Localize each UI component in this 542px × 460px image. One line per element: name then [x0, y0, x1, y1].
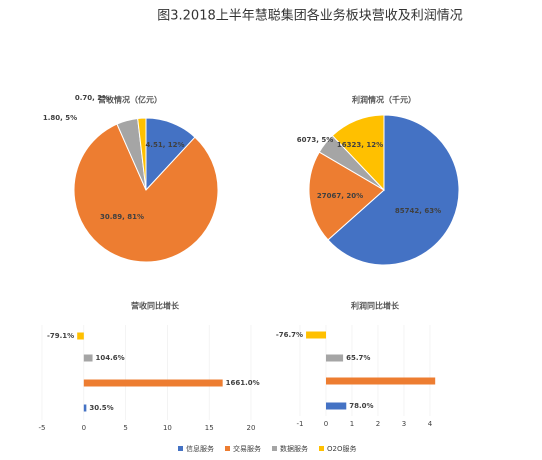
bar	[306, 331, 326, 339]
chart-title: 营收情况（亿元）	[98, 95, 162, 105]
bar	[83, 404, 87, 412]
bar	[77, 332, 84, 340]
value-label: -76.7%	[276, 331, 303, 339]
x-tick-label: 10	[163, 424, 172, 432]
x-tick-label: 2	[376, 420, 380, 428]
bar	[326, 402, 347, 410]
bar	[326, 354, 344, 362]
slice-label: 27067, 20%	[317, 192, 363, 200]
chart-title: 利润同比增长	[350, 301, 400, 311]
x-tick-label: 15	[205, 424, 214, 432]
x-tick-label: 0	[324, 420, 328, 428]
pie-slice	[308, 151, 385, 241]
pie-slice	[137, 117, 147, 191]
slice-label: 30.89, 81%	[100, 213, 144, 221]
value-label: 1661.0%	[226, 379, 260, 387]
legend-swatch	[319, 446, 324, 451]
bar	[326, 377, 436, 385]
legend-swatch	[178, 446, 183, 451]
bar	[83, 354, 93, 362]
slice-label: 1.80, 5%	[43, 114, 77, 122]
x-tick-label: 5	[123, 424, 127, 432]
slice-label: 6073, 5%	[297, 136, 333, 144]
value-label: 30.5%	[89, 404, 113, 412]
chart-title: 营收同比增长	[131, 301, 180, 311]
value-label: -79.1%	[47, 332, 74, 340]
x-tick-label: 3	[402, 420, 406, 428]
bar	[83, 379, 223, 387]
legend-label: 数据服务	[280, 444, 308, 453]
legend-label: 信息服务	[186, 444, 214, 453]
x-tick-label: 1	[350, 420, 354, 428]
chart-title: 利润情况（千元）	[351, 95, 416, 105]
x-tick-label: -5	[39, 424, 46, 432]
value-label: 104.6%	[96, 354, 125, 362]
pie-slice	[73, 123, 219, 263]
x-tick-label: 0	[82, 424, 86, 432]
legend-label: 交易服务	[233, 444, 261, 453]
slice-label: 16323, 12%	[337, 141, 383, 149]
legend-swatch	[272, 446, 277, 451]
legend-label: O2O服务	[327, 444, 356, 453]
value-label: 78.0%	[349, 402, 373, 410]
pie-slice	[331, 114, 385, 192]
x-tick-label: -1	[297, 420, 304, 428]
slice-label: 85742, 63%	[395, 207, 441, 215]
slice-label: 4.51, 12%	[145, 141, 184, 149]
pie-slice	[327, 114, 460, 266]
value-label: 65.7%	[346, 354, 370, 362]
slice-label: 0.70, 2%	[75, 94, 109, 102]
x-tick-label: 4	[428, 420, 433, 428]
x-tick-label: 20	[247, 424, 256, 432]
page-title: 图3.2018上半年慧聪集团各业务板块营收及利润情况	[157, 8, 463, 24]
legend-swatch	[225, 446, 230, 451]
